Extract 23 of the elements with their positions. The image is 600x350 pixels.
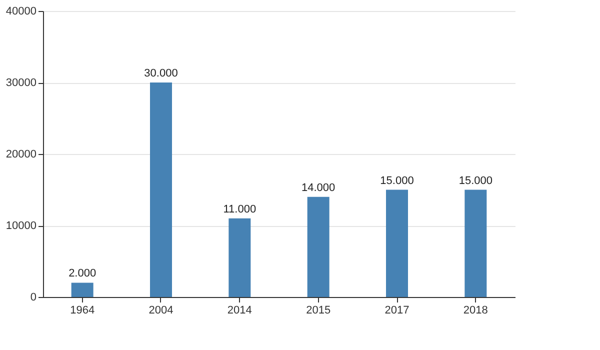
x-tick-label: 1964 bbox=[70, 304, 95, 316]
data-label: 14.000 bbox=[302, 182, 336, 194]
bar bbox=[386, 190, 408, 297]
x-tick-label: 2018 bbox=[463, 304, 488, 316]
bar bbox=[307, 196, 330, 297]
data-label: 15.000 bbox=[380, 174, 414, 187]
y-tick-label: 30000 bbox=[6, 77, 36, 89]
bar bbox=[71, 282, 94, 297]
x-tick-label: 2004 bbox=[148, 304, 174, 316]
y-tick-label: 0 bbox=[30, 292, 36, 304]
y-tick-label: 10000 bbox=[6, 220, 36, 232]
bar bbox=[228, 218, 251, 297]
data-label: 30.000 bbox=[144, 68, 178, 80]
data-label: 2.000 bbox=[68, 268, 96, 280]
y-tick-label: 40000 bbox=[6, 6, 36, 18]
y-tick-label: 20000 bbox=[6, 148, 36, 160]
bar bbox=[464, 190, 487, 297]
x-tick-label: 2015 bbox=[306, 304, 331, 316]
x-tick-label: 2017 bbox=[384, 304, 410, 316]
bar bbox=[150, 82, 172, 297]
data-label: 11.000 bbox=[223, 203, 256, 216]
data-label: 15.000 bbox=[458, 174, 492, 187]
x-tick-label: 2014 bbox=[227, 304, 252, 316]
